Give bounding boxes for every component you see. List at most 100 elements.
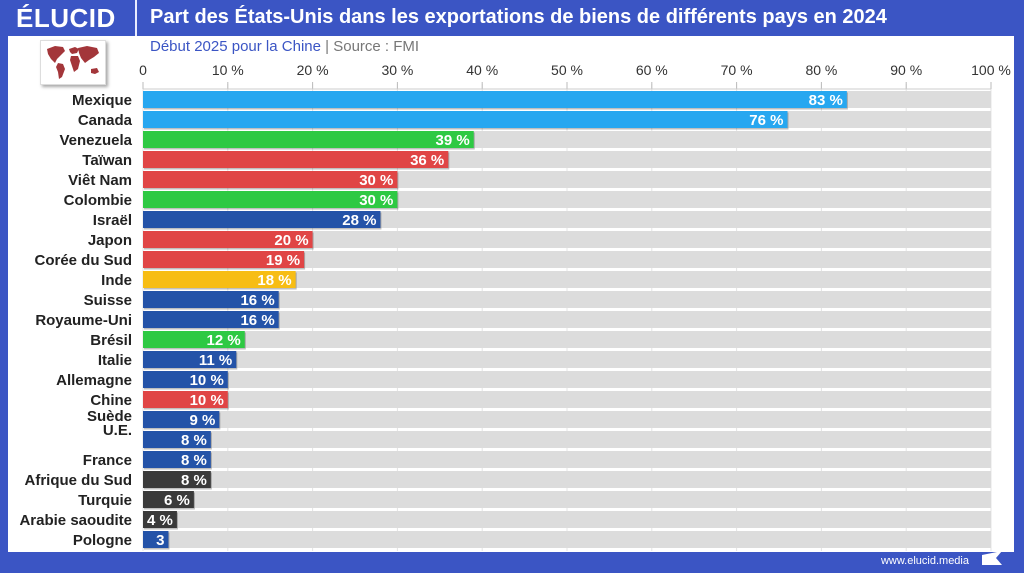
data-label: 8 %: [181, 432, 207, 449]
x-tick-label: 50 %: [551, 62, 583, 78]
bar-track: [143, 311, 991, 328]
category-label: U.E.: [103, 422, 132, 439]
x-tick-label: 0: [139, 62, 147, 78]
x-tick-label: 30 %: [381, 62, 413, 78]
x-tick-label: 10 %: [212, 62, 244, 78]
bar: [143, 391, 228, 408]
category-label: Arabie saoudite: [19, 512, 132, 529]
category-label: Allemagne: [56, 372, 132, 389]
category-label: Royaume-Uni: [35, 312, 132, 329]
data-label: 16 %: [240, 292, 274, 309]
bar-track: [143, 251, 991, 268]
category-label: Turquie: [78, 492, 132, 509]
bar-track: [143, 231, 991, 248]
bar-track: [143, 351, 991, 368]
data-label: 8 %: [181, 452, 207, 469]
category-label: Pologne: [73, 532, 132, 549]
category-label: Viêt Nam: [68, 172, 132, 189]
data-label: 11 %: [199, 352, 232, 369]
bar: [143, 491, 194, 508]
bar-track: [143, 291, 991, 308]
category-label: Italie: [98, 352, 132, 369]
bar: [143, 231, 313, 248]
category-label: Suisse: [84, 292, 132, 309]
chart-title: Part des États-Unis dans les exportation…: [150, 6, 887, 28]
header-bar: ÉLUCID Part des États-Unis dans les expo…: [0, 0, 1024, 36]
data-label: 83 %: [809, 92, 843, 109]
bar: [143, 451, 211, 468]
data-label: 36 %: [410, 152, 444, 169]
bar: [143, 111, 788, 128]
data-label: 19 %: [266, 252, 300, 269]
data-label: 3: [156, 532, 164, 549]
bar: [143, 511, 177, 528]
bar-track: [143, 391, 991, 408]
bar-track: [143, 491, 991, 508]
bar: [143, 471, 211, 488]
category-label: Colombie: [64, 192, 132, 209]
data-label: 30 %: [359, 192, 393, 209]
chart-subtitle: Début 2025 pour la Chine | Source : FMI: [150, 38, 419, 55]
data-label: 30 %: [359, 172, 393, 189]
bar: [143, 131, 474, 148]
category-label: France: [83, 452, 132, 469]
data-label: 6 %: [164, 492, 190, 509]
x-tick-label: 70 %: [721, 62, 753, 78]
x-tick-label: 80 %: [805, 62, 837, 78]
category-label: Inde: [101, 272, 132, 289]
data-label: 4 %: [147, 512, 173, 529]
category-label: Mexique: [72, 92, 132, 109]
bar-track: [143, 271, 991, 288]
bar: [143, 311, 279, 328]
data-label: 76 %: [749, 112, 783, 129]
x-tick-label: 60 %: [636, 62, 668, 78]
subtitle-note: Début 2025 pour la Chine: [150, 38, 321, 55]
bar: [143, 331, 245, 348]
data-label: 9 %: [189, 412, 215, 429]
data-label: 10 %: [190, 392, 224, 409]
data-label: 16 %: [240, 312, 274, 329]
bar-track: [143, 511, 991, 528]
bar: [143, 531, 169, 548]
bar: [143, 431, 211, 448]
bar: [143, 271, 296, 288]
data-label: 20 %: [274, 232, 308, 249]
bar-track: [143, 431, 991, 448]
data-label: 12 %: [207, 332, 241, 349]
footer-url[interactable]: www.elucid.media: [880, 555, 969, 567]
x-tick-label: 100 %: [971, 62, 1011, 78]
bar: [143, 371, 228, 388]
elucid-logo[interactable]: ÉLUCID: [16, 3, 116, 33]
header-divider: [135, 0, 137, 36]
data-label: 28 %: [342, 212, 376, 229]
bar-track: [143, 451, 991, 468]
world-map-icon: [40, 40, 106, 85]
bar-track: [143, 331, 991, 348]
bar: [143, 211, 381, 228]
x-tick-label: 20 %: [297, 62, 329, 78]
category-label: Taïwan: [82, 152, 132, 169]
category-label: Japon: [88, 232, 132, 249]
x-tick-label: 40 %: [466, 62, 498, 78]
category-label: Venezuela: [59, 132, 132, 149]
category-label: Israël: [93, 212, 132, 229]
bar: [143, 291, 279, 308]
data-label: 39 %: [436, 132, 470, 149]
data-label: 10 %: [190, 372, 224, 389]
bar: [143, 411, 220, 428]
bar: [143, 151, 449, 168]
category-label: Canada: [78, 112, 133, 129]
x-tick-label: 90 %: [890, 62, 922, 78]
elucid-flag-icon: [982, 551, 1002, 565]
bar-track: [143, 411, 991, 428]
subtitle-separator: |: [325, 38, 330, 55]
category-label: Suède: [87, 408, 132, 425]
bar: [143, 351, 237, 368]
bar: [143, 91, 847, 108]
bar-track: [143, 531, 991, 548]
data-label: 8 %: [181, 472, 207, 489]
category-label: Chine: [90, 392, 132, 409]
subtitle-source: Source : FMI: [333, 38, 420, 55]
bar-track: [143, 471, 991, 488]
